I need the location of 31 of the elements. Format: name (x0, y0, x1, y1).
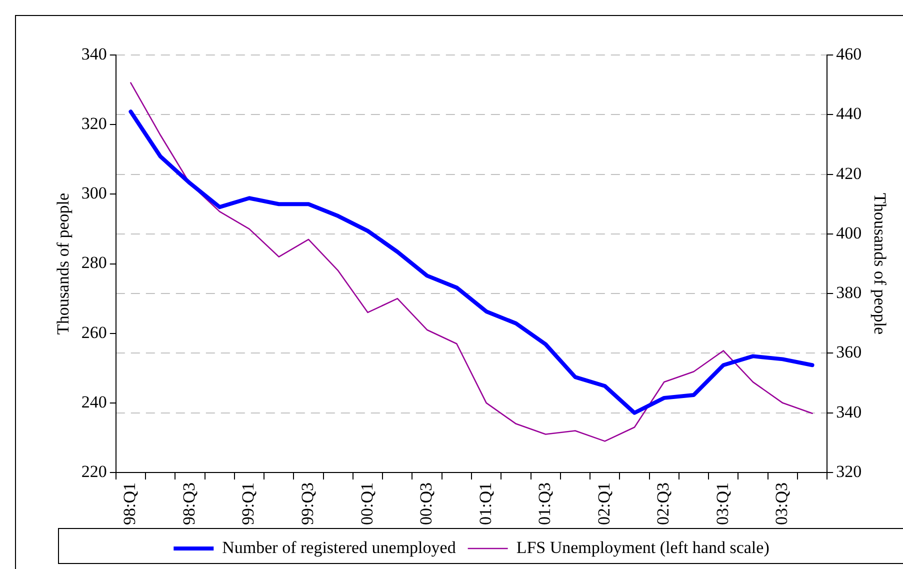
legend-label: LFS Unemployment (left hand scale) (516, 538, 770, 557)
y2-tick-label: 400 (836, 223, 862, 242)
y-tick-label: 300 (81, 184, 107, 203)
x-tick-label: 03:Q1 (712, 482, 732, 525)
x-tick-label: 00:Q3 (416, 482, 436, 525)
x-tick-label: 99:Q3 (298, 482, 317, 525)
y-tick-label: 260 (81, 322, 107, 342)
x-tick-label: 03:Q3 (772, 482, 792, 525)
legend-label: Number of registered unemployed (222, 538, 456, 557)
x-tick-label: 01:Q1 (476, 482, 495, 525)
x-tick-label: 98:Q1 (120, 482, 140, 525)
y2-tick-label: 460 (836, 44, 862, 64)
y2-tick-label: 320 (836, 462, 862, 481)
y2-tick-label: 340 (836, 402, 862, 422)
y-tick-label: 240 (81, 392, 107, 412)
y-tick-label: 340 (81, 44, 107, 64)
y2-tick-label: 380 (836, 283, 862, 302)
x-tick-label: 02:Q1 (594, 482, 614, 525)
y2-tick-label: 360 (836, 342, 862, 362)
y2-tick-label: 440 (836, 104, 862, 124)
y-tick-label: 280 (81, 253, 107, 272)
y-tick-label: 220 (81, 462, 107, 481)
y2-axis-title: Thousands of people (870, 192, 890, 335)
x-tick-label: 99:Q1 (238, 482, 258, 525)
y-tick-label: 320 (81, 114, 107, 134)
x-tick-label: 02:Q3 (654, 482, 673, 525)
y-axis-title: Thousands of people (54, 192, 73, 335)
x-tick-label: 00:Q1 (357, 482, 376, 525)
x-tick-label: 98:Q3 (179, 482, 198, 525)
y2-tick-label: 420 (836, 164, 862, 183)
x-tick-label: 01:Q3 (535, 482, 554, 525)
